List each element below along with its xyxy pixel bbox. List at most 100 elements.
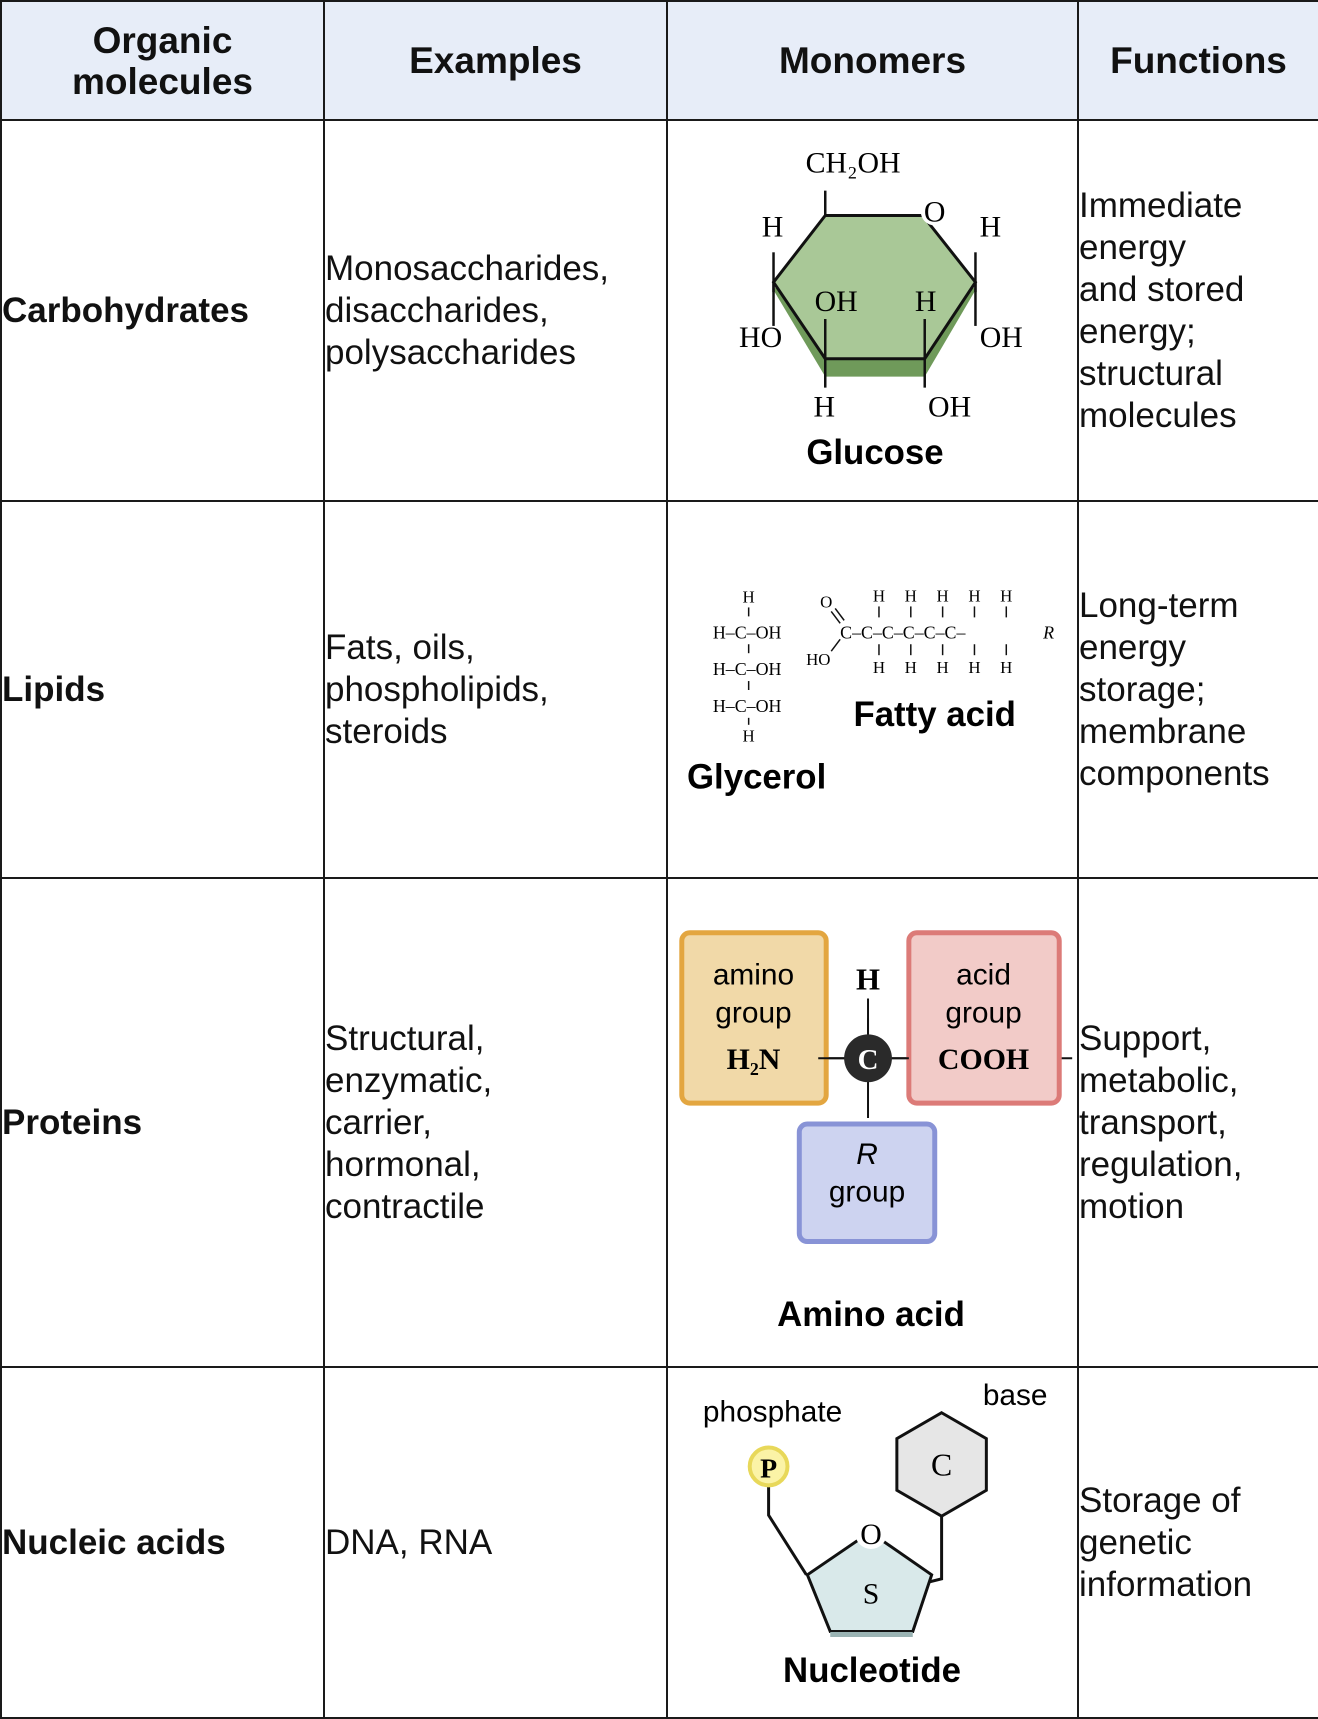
header-organic-line2: molecules [72, 60, 253, 102]
amino-group-box [679, 930, 829, 1106]
fatty-h-top: H H H H H [873, 586, 1013, 605]
header-row: Organic molecules Examples Monomers Func… [0, 0, 1318, 121]
nucleotide-diagram: P phosphate base C O S Nucleotide [703, 1379, 1048, 1690]
function-line: molecules [1079, 395, 1237, 435]
label-p: P [760, 1453, 777, 1484]
examples-nucleic-acids: DNA, RNA [323, 1366, 668, 1719]
label-h-inner: H [915, 285, 937, 318]
function-line: energy; [1079, 311, 1196, 351]
fatty-h: H [1000, 658, 1012, 677]
header-functions: Functions [1077, 0, 1318, 121]
header-organic-line1: Organic [92, 19, 233, 61]
fatty-h: H [873, 586, 885, 605]
table-row: Proteins Structural, enzymatic, carrier,… [0, 877, 1318, 1368]
header-examples: Examples [323, 0, 668, 121]
monomer-lipids: H H–C–OH H–C–OH H–C–OH H O [666, 500, 1079, 879]
amino-label-line1: amino [713, 959, 794, 992]
label-phosphate: phosphate [703, 1396, 842, 1429]
acid-formula: COOH [938, 1043, 1029, 1076]
fatty-r: R [1042, 622, 1054, 642]
category-proteins: Proteins [0, 877, 325, 1368]
function-line: components [1079, 753, 1270, 793]
glycerol-structure: H H–C–OH H–C–OH H–C–OH H [713, 587, 782, 745]
label-sugar-s: S [863, 1578, 880, 1611]
label-base-c: C [931, 1447, 952, 1482]
monomer-amino-acid: H C amino group H₂N acid group COOH R gr… [666, 877, 1079, 1368]
function-line: energy [1079, 627, 1187, 667]
fatty-h: H [1000, 586, 1012, 605]
glycerol-row1: H–C–OH [713, 622, 782, 642]
function-line: metabolic, [1079, 1060, 1239, 1100]
acid-group-box [906, 930, 1062, 1106]
header-monomers: Monomers [666, 0, 1079, 121]
function-line: Long-term [1079, 585, 1239, 625]
glucose-diagram: CH₂OH O H H OH H HO OH H OH Glucose [739, 147, 1023, 472]
function-line: structural [1079, 353, 1223, 393]
functions-lipids: Long-term energy storage; membrane compo… [1077, 500, 1318, 879]
example-line: Fats, oils, [325, 627, 475, 667]
label-oh-right: OH [980, 321, 1023, 354]
function-line: genetic [1079, 1522, 1192, 1562]
central-carbon [844, 1034, 892, 1083]
fatty-h: H [905, 658, 917, 677]
category-carbohydrates: Carbohydrates [0, 119, 325, 502]
label-h: H [856, 962, 880, 997]
function-line: Immediate [1079, 185, 1243, 225]
label-h-bottom: H [813, 390, 835, 423]
glycerol-h-bottom: H [743, 727, 755, 746]
function-line: information [1079, 1564, 1253, 1604]
example-line: DNA, RNA [325, 1522, 493, 1562]
fatty-h: H [968, 586, 980, 605]
r-label-line2: group [829, 1176, 905, 1209]
monomer-glucose: CH₂OH O H H OH H HO OH H OH Glucose [666, 119, 1079, 502]
fatty-h: H [937, 586, 949, 605]
examples-carbohydrates: Monosaccharides, disaccharides, polysacc… [323, 119, 668, 502]
phosphate-circle [747, 1445, 790, 1488]
function-line: transport, [1079, 1102, 1227, 1142]
caption-fatty-acid: Fatty acid [853, 695, 1015, 734]
function-line: regulation, [1079, 1144, 1243, 1184]
label-h-top-right: H [980, 210, 1002, 243]
glycerol-row3: H–C–OH [713, 696, 782, 716]
r-group-box [796, 1121, 938, 1245]
category-nucleic-acids: Nucleic acids [0, 1366, 325, 1719]
label-base: base [983, 1379, 1048, 1412]
example-line: hormonal, [325, 1144, 481, 1184]
amino-formula: H₂N [727, 1043, 781, 1076]
acid-label-line1: acid [956, 959, 1011, 992]
example-line: polysaccharides [325, 332, 576, 372]
label-ch2oh: CH₂OH [806, 147, 901, 180]
r-label-line1: R [856, 1138, 878, 1171]
function-line: storage; [1079, 669, 1206, 709]
example-line: Monosaccharides, [325, 248, 610, 288]
caption-nucleotide: Nucleotide [783, 1651, 961, 1690]
functions-proteins: Support, metabolic, transport, regulatio… [1077, 877, 1318, 1368]
glycerol-h-top: H [743, 587, 755, 606]
monomer-nucleotide: P phosphate base C O S Nucleotide [666, 1366, 1079, 1719]
header-organic-molecules: Organic molecules [0, 0, 325, 121]
table-row: Lipids Fats, oils, phospholipids, steroi… [0, 500, 1318, 879]
fatty-acid-structure: O HO C–C–C–C–C–C– R H H H H H [806, 586, 1054, 677]
functions-nucleic-acids: Storage of genetic information [1077, 1366, 1318, 1719]
function-line: Storage of [1079, 1480, 1241, 1520]
label-sugar-o: O [860, 1518, 882, 1551]
fatty-h: H [968, 658, 980, 677]
fatty-ho: HO [806, 650, 830, 669]
table-row: Nucleic acids DNA, RNA P phosphate base … [0, 1366, 1318, 1719]
example-line: phospholipids, [325, 669, 549, 709]
function-line: Support, [1079, 1018, 1212, 1058]
function-line: motion [1079, 1186, 1185, 1226]
functions-carbohydrates: Immediate energy and stored energy; stru… [1077, 119, 1318, 502]
example-line: enzymatic, [325, 1060, 493, 1100]
fatty-h-bottom: H H H H H [873, 658, 1013, 677]
function-line: and stored [1079, 269, 1245, 309]
category-lipids: Lipids [0, 500, 325, 879]
example-line: steroids [325, 711, 448, 751]
example-line: contractile [325, 1186, 485, 1226]
fatty-h: H [937, 658, 949, 677]
examples-proteins: Structural, enzymatic, carrier, hormonal… [323, 877, 668, 1368]
amino-acid-diagram: H C amino group H₂N acid group COOH R gr… [679, 930, 1073, 1334]
function-line: membrane [1079, 711, 1247, 751]
